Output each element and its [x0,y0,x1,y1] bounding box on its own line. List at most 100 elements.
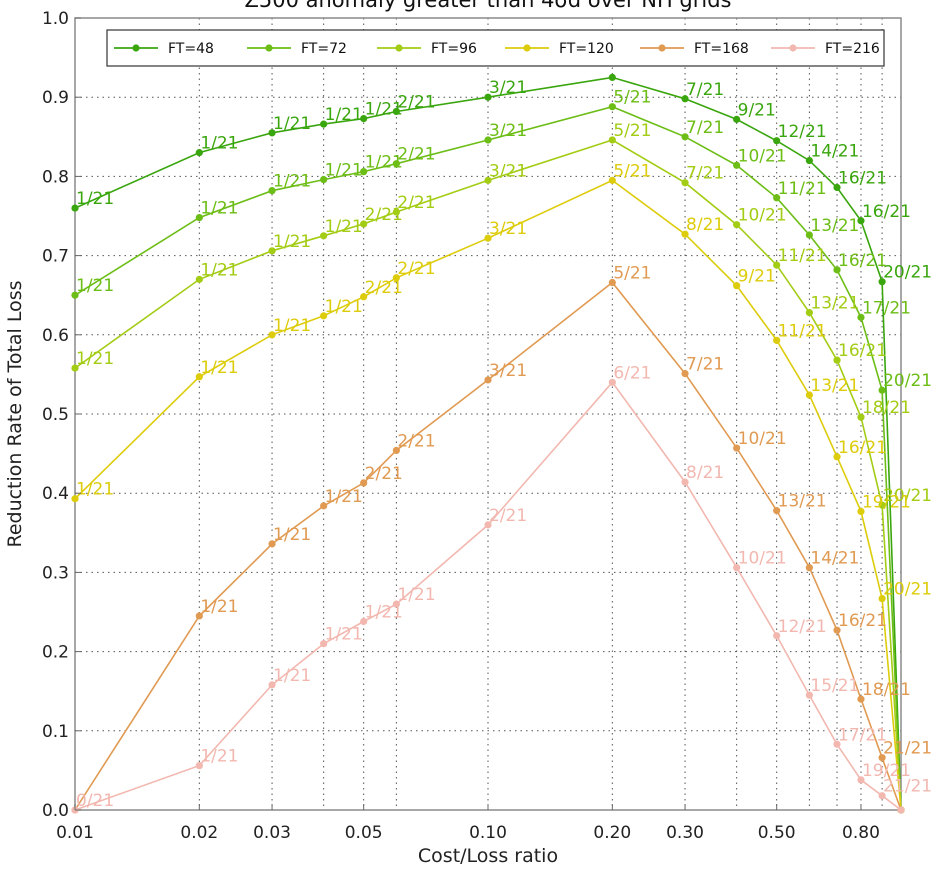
data-label: 1/21 [200,199,238,219]
data-point [268,187,276,195]
data-point [733,221,741,229]
data-label: 16/21 [838,438,887,458]
x-tick-label: 0.01 [56,823,94,843]
data-label: 1/21 [325,105,363,125]
y-tick-label: 0.9 [42,88,69,108]
legend-label: FT=48 [168,41,214,57]
data-label: 2/21 [397,259,435,279]
data-point [733,115,741,123]
data-label: 20/21 [883,371,932,391]
data-label: 16/21 [838,251,887,271]
y-tick-label: 0.7 [42,247,69,267]
x-tick-label: 0.20 [593,823,631,843]
series-line [74,139,902,811]
data-point [608,103,616,111]
data-label: 9/21 [738,267,776,287]
data-label: 1/21 [200,260,238,280]
data-label: 2/21 [397,92,435,112]
legend: FT=48 FT=72 FT=96 FT=120 FT=168 FT=216 [106,29,885,67]
data-label: 10/21 [738,206,787,226]
data-label: 1/21 [365,153,403,173]
data-point [320,175,328,184]
data-label: 1/21 [325,217,363,237]
legend-label: FT=96 [431,41,477,57]
data-point [392,107,400,116]
data-label: 19/21 [862,492,911,512]
data-label: 7/21 [686,164,724,184]
data-point [681,230,689,238]
data-label: 1/21 [273,232,311,252]
data-point [392,274,400,282]
data-label: 16/21 [838,611,887,631]
data-label: 2/21 [397,193,435,213]
data-point [195,612,203,620]
data-label: 6/21 [613,363,651,383]
data-label: 15/21 [810,676,859,696]
x-tick-label: 0.50 [758,823,796,843]
data-point [360,220,368,228]
legend-marker [395,44,403,52]
data-label: 11/21 [778,179,827,199]
series-line [74,381,902,811]
data-label: 8/21 [686,463,724,483]
data-label: 16/21 [838,341,887,361]
data-label: 1/21 [325,297,363,317]
data-label: 0/21 [76,791,114,811]
series-line [74,281,902,811]
data-point [833,266,841,274]
data-point [392,208,400,216]
data-label: 13/21 [810,216,859,236]
data-point [608,378,616,386]
legend-marker [265,44,273,52]
data-point [268,540,276,548]
data-point [733,161,741,169]
data-label: 1/21 [76,276,114,296]
data-label: 1/21 [397,585,435,605]
data-label: 1/21 [365,603,403,623]
data-label: 5/21 [613,88,651,108]
data-point [681,370,689,378]
data-point [833,453,841,461]
data-point [857,313,865,321]
data-label: 1/21 [273,666,311,686]
data-point [484,136,492,144]
data-label: 10/21 [738,146,787,166]
series-layer [71,73,905,814]
data-label: 10/21 [738,429,787,449]
x-tick-label: 0.02 [180,823,218,843]
data-point [878,386,886,394]
data-label: 14/21 [810,142,859,162]
data-label: 5/21 [613,121,651,141]
data-point [878,594,886,603]
data-point [392,446,400,455]
data-label: 12/21 [778,122,827,142]
data-label: 1/21 [273,114,311,134]
y-tick-label: 0.5 [42,405,69,425]
data-label: 11/21 [778,246,827,266]
data-point [268,331,276,339]
data-point [195,213,203,222]
data-point [195,762,203,770]
data-label: 2/21 [365,464,403,484]
data-point [484,521,492,529]
data-point [857,413,865,421]
legend-marker [789,44,797,52]
data-point [833,626,841,634]
data-label: 1/21 [273,172,311,192]
data-label: 3/21 [489,78,527,98]
data-label: 21/21 [883,777,932,797]
x-axis-title: Cost/Loss ratio [418,845,558,867]
data-label: 1/21 [273,316,311,336]
legend-label: FT=72 [301,41,347,57]
data-label: 2/21 [365,278,403,298]
data-point [733,444,741,452]
x-axis-ticks: 0.01 0.02 0.03 0.05 0.10 0.20 0.30 0.50 0.80 [56,804,880,843]
data-label: 1/21 [325,161,363,181]
data-label: 2/21 [489,506,527,526]
data-point [878,278,886,286]
data-point [608,176,616,184]
y-tick-label: 0.2 [42,643,69,663]
data-label: 13/21 [810,294,859,314]
data-label: 1/21 [200,134,238,154]
